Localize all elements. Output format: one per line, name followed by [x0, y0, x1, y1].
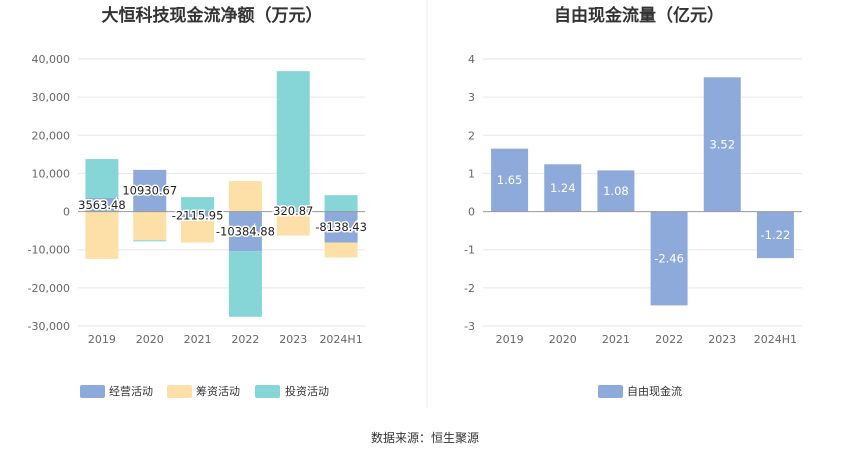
y-tick-label: -1: [464, 244, 475, 257]
legend-item-operating[interactable]: 经营活动: [80, 384, 153, 398]
legend-label-free-cash-flow: 自由现金流: [627, 384, 682, 398]
bar-financing-2022[interactable]: [228, 181, 262, 212]
x-axis-ticks: 2019 2020 2021 2022 2023 2024H1: [88, 333, 363, 346]
legend-item-free-cash-flow[interactable]: 自由现金流: [598, 384, 682, 398]
bar-free-cash-flow-2020[interactable]: [544, 164, 582, 212]
x-tick-label: 2023: [279, 333, 307, 346]
x-tick-label: 2021: [602, 333, 630, 346]
data-label: -1.22: [761, 228, 791, 242]
legend-label-investing: 投资活动: [285, 384, 329, 398]
bar-financing-2020[interactable]: [133, 211, 167, 241]
y-tick-label: 2: [468, 129, 475, 142]
legend-swatch-investing: [255, 385, 280, 398]
grid-lines: [78, 58, 365, 327]
x-tick-label: 2024H1: [754, 333, 797, 346]
data-label: 1.24: [550, 181, 576, 195]
legend-label-financing: 筹资活动: [196, 384, 240, 398]
bar-investing-2022[interactable]: [228, 251, 262, 317]
bar-free-cash-flow-2024h1[interactable]: [756, 211, 794, 259]
legend-item-financing[interactable]: 筹资活动: [167, 384, 240, 398]
bar-free-cash-flow-2023[interactable]: [703, 77, 741, 212]
y-tick-label: 10,000: [32, 167, 71, 180]
data-label: -10384.88: [216, 224, 275, 238]
data-labels: 1.65 1.24 1.08 -2.46 3.52 -1.22: [497, 137, 791, 265]
data-label: 10930.67: [122, 184, 177, 198]
x-tick-label: 2020: [549, 333, 577, 346]
grid-lines: [483, 58, 802, 327]
bar-investing-2023[interactable]: [276, 71, 310, 211]
y-tick-label: 0: [468, 206, 475, 219]
data-label: -2115.95: [172, 209, 224, 223]
bar-free-cash-flow-2022[interactable]: [650, 211, 688, 306]
source-note: 数据来源：恒生聚源: [371, 430, 479, 445]
bar-investing-2021[interactable]: [181, 197, 215, 212]
data-label: -8138.43: [315, 220, 367, 234]
bar-financing-2023[interactable]: [276, 211, 310, 236]
y-tick-label: -2: [464, 282, 475, 295]
data-label: 320.87: [273, 204, 313, 218]
data-label: -2.46: [654, 251, 684, 265]
x-tick-label: 2022: [231, 333, 259, 346]
bar-investing-2020[interactable]: [133, 240, 167, 242]
y-tick-label: 30,000: [32, 91, 71, 104]
y-tick-label: 3: [468, 91, 475, 104]
bar-investing-2024h1[interactable]: [324, 195, 358, 212]
bars: [491, 77, 794, 306]
y-tick-label: 1: [468, 167, 475, 180]
y-tick-label: -30,000: [28, 320, 70, 333]
bar-free-cash-flow-2019[interactable]: [491, 148, 529, 212]
legend-item-investing[interactable]: 投资活动: [255, 384, 329, 398]
x-tick-label: 2020: [136, 333, 164, 346]
y-tick-label: -10,000: [28, 244, 70, 257]
legend: 自由现金流: [598, 384, 682, 398]
y-tick-label: 20,000: [32, 129, 71, 142]
y-tick-label: -3: [464, 320, 475, 333]
bar-operating-2020[interactable]: [133, 169, 167, 212]
bar-investing-2019[interactable]: [85, 159, 119, 198]
x-tick-label: 2023: [708, 333, 736, 346]
bar-financing-2019[interactable]: [85, 211, 119, 259]
bar-free-cash-flow-2021[interactable]: [597, 170, 635, 212]
bar-operating-2023[interactable]: [276, 210, 310, 212]
bar-operating-2022[interactable]: [228, 211, 262, 252]
x-tick-label: 2021: [184, 333, 212, 346]
x-tick-label: 2022: [655, 333, 683, 346]
legend-label-operating: 经营活动: [109, 384, 153, 398]
x-tick-label: 2019: [88, 333, 116, 346]
legend: 经营活动 筹资活动 投资活动: [80, 384, 329, 398]
data-label: 1.65: [497, 173, 523, 187]
y-axis-ticks: 4 3 2 1 0 -1 -2 -3: [464, 53, 475, 333]
bar-operating-2024h1[interactable]: [324, 211, 358, 243]
bar-financing-2024h1[interactable]: [324, 242, 358, 258]
bar-financing-2021[interactable]: [181, 219, 215, 243]
data-label: 1.08: [603, 184, 629, 198]
data-label: 3563.48: [78, 198, 126, 212]
x-axis-ticks: 2019 2020 2021 2022 2023 2024H1: [496, 333, 797, 346]
y-tick-label: -20,000: [28, 282, 70, 295]
chart-title: 大恒科技现金流净额（万元）: [102, 5, 323, 26]
x-tick-label: 2019: [496, 333, 524, 346]
cash-flow-chart: 大恒科技现金流净额（万元） 40,000 30,000 20,000 10,000 0 -…: [28, 5, 369, 398]
y-tick-label: 4: [468, 53, 475, 66]
y-tick-label: 40,000: [32, 53, 71, 66]
free-cash-flow-chart: 自由现金流量（亿元） 4 3 2 1 0 -1 -2 -3 1.65 1.24 1.08 -2.46…: [464, 5, 802, 398]
x-tick-label: 2024H1: [319, 333, 362, 346]
chart-title: 自由现金流量（亿元）: [554, 5, 724, 26]
bar-operating-2021[interactable]: [181, 211, 215, 220]
bars: [85, 71, 358, 317]
y-tick-label: 0: [63, 206, 70, 219]
data-label: 3.52: [709, 137, 735, 151]
legend-swatch-free-cash-flow: [598, 385, 623, 398]
y-axis-ticks: 40,000 30,000 20,000 10,000 0 -10,000 -20,000 -…: [28, 53, 70, 333]
legend-swatch-financing: [167, 385, 192, 398]
legend-swatch-operating: [80, 385, 105, 398]
bar-operating-2019[interactable]: [85, 197, 119, 212]
